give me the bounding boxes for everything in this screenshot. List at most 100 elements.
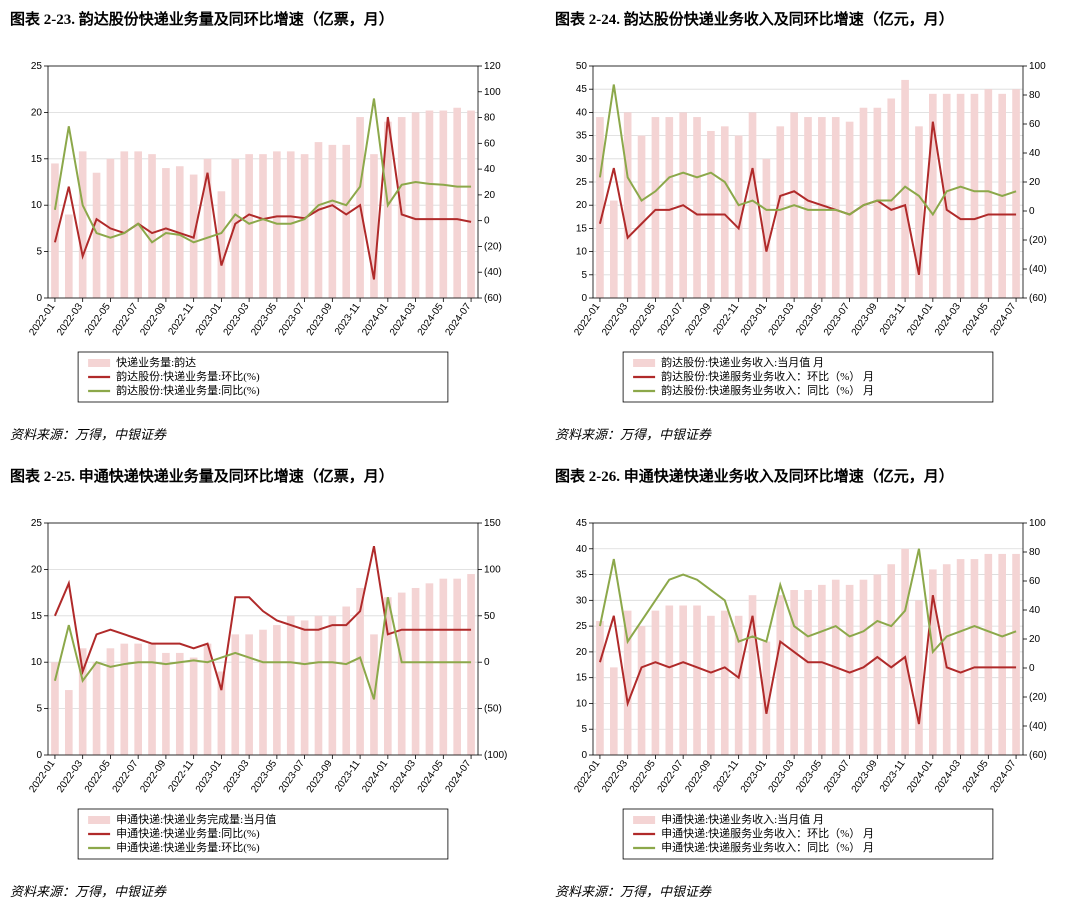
chart-title: 图表 2-25. 申通快递快递业务量及同环比增速（亿票，月） (10, 467, 525, 509)
svg-text:5: 5 (36, 704, 42, 715)
svg-text:80: 80 (484, 113, 496, 124)
chart-panel-c23: 图表 2-23. 韵达股份快递业务量及同环比增速（亿票，月）0510152025… (10, 10, 525, 443)
svg-text:150: 150 (484, 518, 501, 529)
svg-text:2024-01: 2024-01 (360, 758, 390, 795)
svg-text:申通快递:快递服务业务收入：同比（%） 月: 申通快递:快递服务业务收入：同比（%） 月 (661, 840, 874, 854)
svg-text:30: 30 (576, 154, 588, 165)
svg-text:2023-07: 2023-07 (822, 758, 852, 795)
svg-text:5: 5 (581, 270, 587, 281)
svg-text:2024-03: 2024-03 (388, 758, 418, 795)
svg-text:2022-09: 2022-09 (683, 301, 713, 338)
svg-text:2022-01: 2022-01 (27, 758, 57, 795)
svg-text:2023-05: 2023-05 (249, 301, 279, 338)
svg-text:(40): (40) (1029, 264, 1047, 275)
svg-text:2023-09: 2023-09 (850, 301, 880, 338)
svg-text:2022-09: 2022-09 (138, 301, 168, 338)
svg-text:100: 100 (1029, 518, 1046, 529)
svg-text:2023-01: 2023-01 (194, 758, 224, 795)
svg-text:80: 80 (1029, 547, 1041, 558)
svg-text:2022-05: 2022-05 (83, 301, 113, 338)
svg-text:0: 0 (484, 216, 490, 227)
svg-text:2024-05: 2024-05 (961, 301, 991, 338)
svg-text:15: 15 (576, 673, 588, 684)
svg-text:2022-09: 2022-09 (683, 758, 713, 795)
svg-text:(100): (100) (484, 750, 507, 761)
svg-text:40: 40 (484, 164, 496, 175)
chart-title: 图表 2-24. 韵达股份快递业务收入及同环比增速（亿元，月） (555, 10, 1070, 52)
svg-text:2023-11: 2023-11 (333, 758, 363, 794)
svg-text:2022-11: 2022-11 (166, 758, 196, 794)
svg-text:5: 5 (581, 724, 587, 735)
svg-text:韵达股份:快递业务收入:当月值 月: 韵达股份:快递业务收入:当月值 月 (661, 355, 824, 369)
chart-plot-area: 0510152025(60)(40)(20)020406080100120202… (10, 58, 525, 418)
svg-text:0: 0 (36, 293, 42, 304)
svg-text:40: 40 (576, 107, 588, 118)
chart-source: 资料来源：万得，中银证券 (10, 424, 525, 443)
svg-text:2022-07: 2022-07 (111, 301, 141, 338)
svg-text:2023-03: 2023-03 (767, 758, 797, 795)
svg-text:60: 60 (1029, 576, 1041, 587)
svg-text:10: 10 (576, 247, 588, 258)
svg-text:2024-07: 2024-07 (988, 758, 1018, 795)
svg-text:2022-03: 2022-03 (600, 301, 630, 338)
svg-text:2024-07: 2024-07 (443, 301, 473, 338)
chart-plot-area: 05101520253035404550(60)(40)(20)02040608… (555, 58, 1070, 418)
svg-text:申通快递:快递业务完成量:当月值: 申通快递:快递业务完成量:当月值 (116, 812, 276, 826)
chart-source: 资料来源：万得，中银证券 (555, 881, 1070, 900)
svg-text:2023-03: 2023-03 (767, 301, 797, 338)
svg-text:2024-01: 2024-01 (905, 758, 935, 795)
svg-text:40: 40 (1029, 148, 1041, 159)
svg-text:2023-05: 2023-05 (794, 758, 824, 795)
svg-text:45: 45 (576, 84, 588, 95)
svg-text:韵达股份:快递服务业务收入：环比（%） 月: 韵达股份:快递服务业务收入：环比（%） 月 (661, 369, 874, 383)
svg-text:2022-01: 2022-01 (572, 758, 602, 795)
svg-text:20: 20 (31, 107, 43, 118)
svg-text:2023-11: 2023-11 (878, 301, 908, 337)
svg-text:2023-05: 2023-05 (249, 758, 279, 795)
svg-text:10: 10 (576, 698, 588, 709)
svg-text:2022-01: 2022-01 (27, 301, 57, 338)
svg-text:2022-09: 2022-09 (138, 758, 168, 795)
svg-text:20: 20 (1029, 634, 1041, 645)
svg-text:快递业务量:韵达: 快递业务量:韵达 (116, 355, 196, 369)
svg-text:2022-11: 2022-11 (711, 758, 741, 794)
svg-text:申通快递:快递业务收入:当月值 月: 申通快递:快递业务收入:当月值 月 (661, 812, 824, 826)
svg-text:60: 60 (1029, 119, 1041, 130)
svg-text:0: 0 (1029, 206, 1035, 217)
svg-text:20: 20 (576, 200, 588, 211)
svg-text:(60): (60) (1029, 750, 1047, 761)
svg-text:韵达股份:快递服务业务收入：同比（%） 月: 韵达股份:快递服务业务收入：同比（%） 月 (661, 383, 874, 397)
svg-text:(20): (20) (1029, 692, 1047, 703)
chart-panel-c26: 图表 2-26. 申通快递快递业务收入及同环比增速（亿元，月）051015202… (555, 467, 1070, 900)
svg-text:2023-11: 2023-11 (878, 758, 908, 794)
chart-plot-area: 051015202530354045(60)(40)(20)0204060801… (555, 515, 1070, 875)
svg-text:80: 80 (1029, 90, 1041, 101)
svg-text:2022-11: 2022-11 (166, 301, 196, 337)
svg-text:申通快递:快递业务量:环比(%): 申通快递:快递业务量:环比(%) (116, 840, 260, 854)
chart-title: 图表 2-23. 韵达股份快递业务量及同环比增速（亿票，月） (10, 10, 525, 52)
svg-text:15: 15 (31, 154, 43, 165)
svg-text:韵达股份:快递业务量:环比(%): 韵达股份:快递业务量:环比(%) (116, 369, 260, 383)
svg-text:2023-05: 2023-05 (794, 301, 824, 338)
svg-text:申通快递:快递业务量:同比(%): 申通快递:快递业务量:同比(%) (116, 826, 260, 840)
svg-text:2024-05: 2024-05 (416, 758, 446, 795)
svg-text:25: 25 (31, 518, 43, 529)
svg-text:(60): (60) (1029, 293, 1047, 304)
svg-text:申通快递:快递服务业务收入：环比（%） 月: 申通快递:快递服务业务收入：环比（%） 月 (661, 826, 874, 840)
svg-text:15: 15 (576, 223, 588, 234)
svg-text:100: 100 (1029, 61, 1046, 72)
svg-text:2023-09: 2023-09 (850, 758, 880, 795)
chart-source: 资料来源：万得，中银证券 (555, 424, 1070, 443)
svg-text:25: 25 (576, 177, 588, 188)
svg-text:50: 50 (576, 61, 588, 72)
svg-text:45: 45 (576, 518, 588, 529)
svg-text:2024-05: 2024-05 (961, 758, 991, 795)
svg-text:20: 20 (576, 647, 588, 658)
svg-text:0: 0 (581, 750, 587, 761)
svg-text:2022-07: 2022-07 (656, 758, 686, 795)
svg-text:2023-09: 2023-09 (305, 301, 335, 338)
svg-text:40: 40 (576, 544, 588, 555)
svg-text:40: 40 (1029, 605, 1041, 616)
svg-text:50: 50 (484, 611, 496, 622)
svg-text:60: 60 (484, 138, 496, 149)
